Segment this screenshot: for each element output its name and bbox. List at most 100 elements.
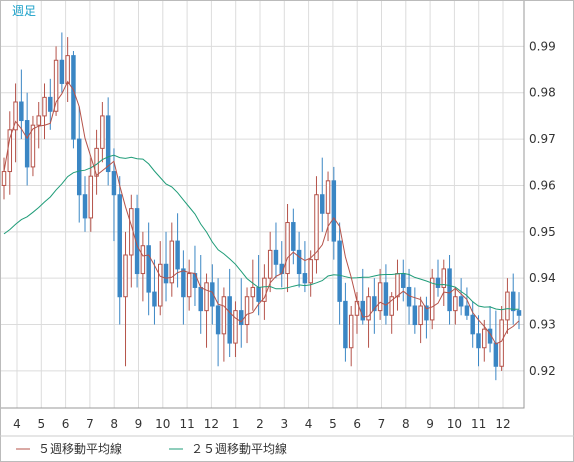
candle-body-down xyxy=(198,286,203,312)
candle-body-down xyxy=(111,171,117,196)
candle-body-up xyxy=(314,194,319,261)
candle-body-down xyxy=(163,263,169,284)
candle xyxy=(383,264,389,325)
candle xyxy=(233,301,238,357)
x-tick-label: 12 xyxy=(204,417,219,431)
candle-body-up xyxy=(186,273,192,298)
candle-body-up xyxy=(42,96,47,117)
candle-body-up xyxy=(285,222,290,275)
candle-body-down xyxy=(215,305,221,335)
candle-body-up xyxy=(204,282,209,312)
candle xyxy=(198,255,203,334)
candle xyxy=(285,204,290,293)
candle xyxy=(250,259,256,311)
candle xyxy=(424,296,429,339)
x-tick-label: 5 xyxy=(329,417,337,431)
candle xyxy=(273,222,279,279)
candle-body-up xyxy=(158,263,163,307)
candle xyxy=(476,315,481,367)
candle-body-up xyxy=(123,254,128,298)
candle xyxy=(441,259,447,306)
candle xyxy=(76,106,82,223)
y-tick-label: 0.93 xyxy=(529,318,556,332)
candle xyxy=(348,306,354,367)
candle-body-down xyxy=(227,296,232,344)
candle-body-down xyxy=(82,194,88,219)
candle-body-down xyxy=(343,300,348,349)
candle xyxy=(30,115,36,177)
x-tick-label: 10 xyxy=(447,417,462,431)
candle-body-up xyxy=(129,208,134,256)
candle-body-down xyxy=(296,249,302,275)
candle xyxy=(429,268,435,330)
candle xyxy=(499,306,504,371)
candle xyxy=(401,259,406,302)
y-tick-label: 0.99 xyxy=(529,39,556,53)
candle xyxy=(331,166,337,260)
candle xyxy=(435,259,441,297)
candle xyxy=(123,231,128,367)
candle xyxy=(36,102,41,149)
candle-body-down xyxy=(302,273,308,284)
candle xyxy=(418,296,423,344)
candle-body-up xyxy=(100,115,105,149)
candle-body-down xyxy=(48,96,53,112)
x-tick-label: 5 xyxy=(37,417,45,431)
candle-body-down xyxy=(493,342,499,367)
candle xyxy=(516,292,522,330)
candle xyxy=(181,250,186,325)
x-tick-label: 6 xyxy=(353,417,361,431)
candle-body-up xyxy=(65,55,70,84)
candle-body-down xyxy=(337,240,342,302)
candle xyxy=(267,231,273,293)
x-tick-label: 8 xyxy=(402,417,410,431)
candle-body-down xyxy=(273,249,279,265)
candle-body-up xyxy=(13,101,18,131)
period-label: 週足 xyxy=(12,4,36,18)
candle-body-down xyxy=(372,296,377,312)
candle-body-down xyxy=(464,305,470,316)
candle xyxy=(239,278,244,348)
candle xyxy=(88,157,94,232)
candle xyxy=(169,222,175,297)
candle xyxy=(366,287,371,348)
candle-body-down xyxy=(516,310,522,316)
candle-body-up xyxy=(395,273,400,298)
candle-body-up xyxy=(1,171,7,186)
candle xyxy=(215,278,221,367)
candle-body-up xyxy=(250,286,256,298)
candle-body-down xyxy=(476,333,481,349)
y-tick-label: 0.98 xyxy=(529,86,556,100)
candle-body-down xyxy=(19,101,24,122)
candle xyxy=(447,255,452,325)
candle xyxy=(7,111,13,195)
ma25-line-group xyxy=(3,154,520,311)
candle-body-down xyxy=(447,268,452,312)
candle-body-up xyxy=(267,249,273,279)
x-tick-label: 11 xyxy=(179,417,194,431)
candle xyxy=(1,157,7,200)
x-tick-label: 7 xyxy=(86,417,94,431)
x-tick-label: 7 xyxy=(378,417,386,431)
candle xyxy=(406,268,412,325)
candle-body-down xyxy=(76,138,82,196)
candle xyxy=(204,273,209,348)
candle-body-up xyxy=(453,296,458,312)
candle-body-down xyxy=(401,273,406,288)
x-tick-label: 3 xyxy=(280,417,288,431)
grid-lines xyxy=(0,0,524,408)
legend-item: ５週移動平均線 xyxy=(16,441,122,456)
candle xyxy=(412,287,418,334)
candle xyxy=(372,278,377,334)
x-tick-label: 9 xyxy=(135,417,143,431)
legend-label: ５週移動平均線 xyxy=(38,441,122,456)
legend: ５週移動平均線 ２５週移動平均線 xyxy=(16,441,287,456)
candle xyxy=(453,287,458,325)
candle-body-down xyxy=(181,268,186,298)
candle-body-down xyxy=(175,240,180,270)
ma25-line xyxy=(3,154,520,311)
candle-body-down xyxy=(435,277,441,288)
candle-body-up xyxy=(429,277,435,321)
